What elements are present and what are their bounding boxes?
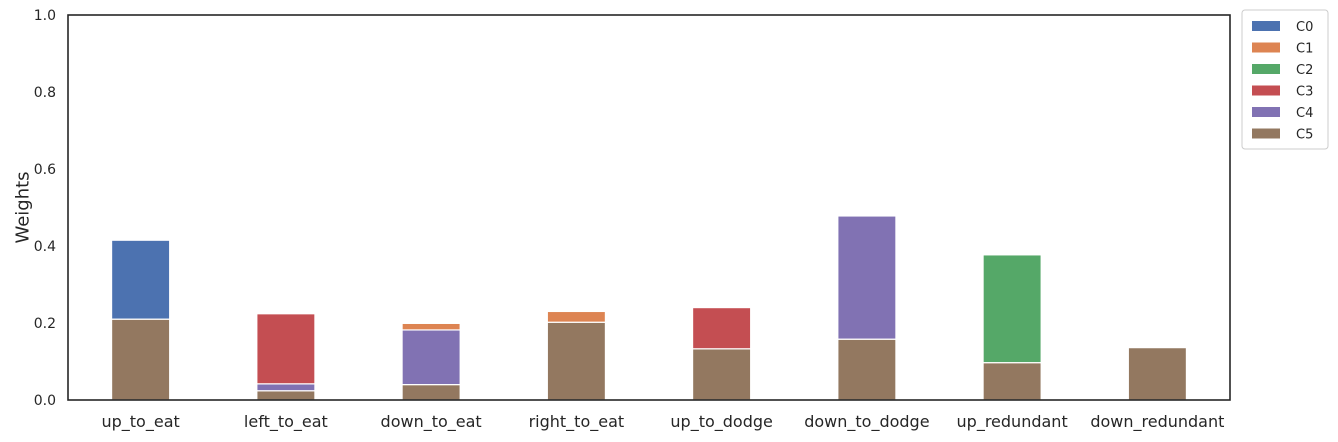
bar-c5-up-redundant	[982, 362, 1042, 401]
y-tick-label: 0.8	[34, 85, 56, 101]
bar-c4-left-to-eat	[256, 383, 316, 392]
x-axis-ticks: up_to_eat left_to_eat down_to_eat right_to_…	[101, 412, 1224, 432]
legend-swatch-c3	[1252, 85, 1280, 96]
bar-c5-up-to-dodge	[691, 348, 752, 401]
bar-c2-up-redundant	[982, 254, 1042, 364]
legend-swatch-c0	[1252, 21, 1280, 31]
bar-c0-up-to-eat	[110, 239, 171, 320]
legend: C0 C1 C2 C3 C4 C5	[1241, 9, 1329, 150]
legend-label-c1: C1	[1296, 42, 1313, 57]
x-tick-label: left_to_eat	[244, 412, 328, 432]
legend-swatch-c4	[1252, 107, 1280, 117]
bar-c5-up-to-eat	[110, 318, 171, 401]
y-axis-ticks: 0.0 0.2 0.4 0.6 0.8 1.0	[34, 8, 56, 409]
x-tick-label: up_to_dodge	[670, 412, 772, 432]
y-tick-label: 0.4	[34, 239, 56, 255]
legend-swatch-c5	[1252, 128, 1280, 139]
bar-c1-down-to-eat	[401, 322, 461, 331]
bar-c5-down-redundant	[1127, 347, 1188, 401]
legend-label-c3: C3	[1296, 85, 1313, 100]
y-axis-title: Weights	[12, 171, 33, 243]
legend-label-c2: C2	[1296, 63, 1313, 78]
axes-layer	[67, 14, 1231, 401]
y-tick-label: 0.2	[34, 316, 56, 332]
bar-c3-up-to-dodge	[691, 307, 752, 350]
x-tick-label: down_to_eat	[381, 412, 482, 432]
legend-label-c0: C0	[1296, 20, 1313, 35]
legend-label-c5: C5	[1296, 128, 1313, 143]
bars-layer	[110, 215, 1188, 401]
bar-c5-right-to-eat	[546, 321, 607, 401]
y-tick-label: 0.6	[34, 162, 56, 178]
x-tick-label: up_redundant	[957, 412, 1068, 432]
plot-frame	[67, 14, 1231, 401]
y-tick-label: 0.0	[34, 393, 56, 409]
bar-c3-left-to-eat	[256, 313, 316, 385]
x-tick-label: up_to_eat	[101, 412, 179, 432]
legend-swatch-c1	[1252, 42, 1280, 53]
bar-c4-down-to-dodge	[837, 215, 897, 340]
y-tick-label: 1.0	[34, 8, 56, 24]
bar-c5-down-to-dodge	[837, 338, 897, 401]
x-tick-label: down_to_dodge	[804, 412, 929, 432]
legend-swatch-c2	[1252, 64, 1280, 74]
bar-c5-down-to-eat	[401, 384, 461, 401]
bar-c1-right-to-eat	[546, 310, 607, 323]
bar-c5-left-to-eat	[256, 390, 316, 401]
bar-c4-down-to-eat	[401, 329, 461, 386]
legend-label-c4: C4	[1296, 106, 1313, 121]
x-tick-label: right_to_eat	[529, 412, 625, 432]
x-tick-label: down_redundant	[1090, 412, 1224, 432]
